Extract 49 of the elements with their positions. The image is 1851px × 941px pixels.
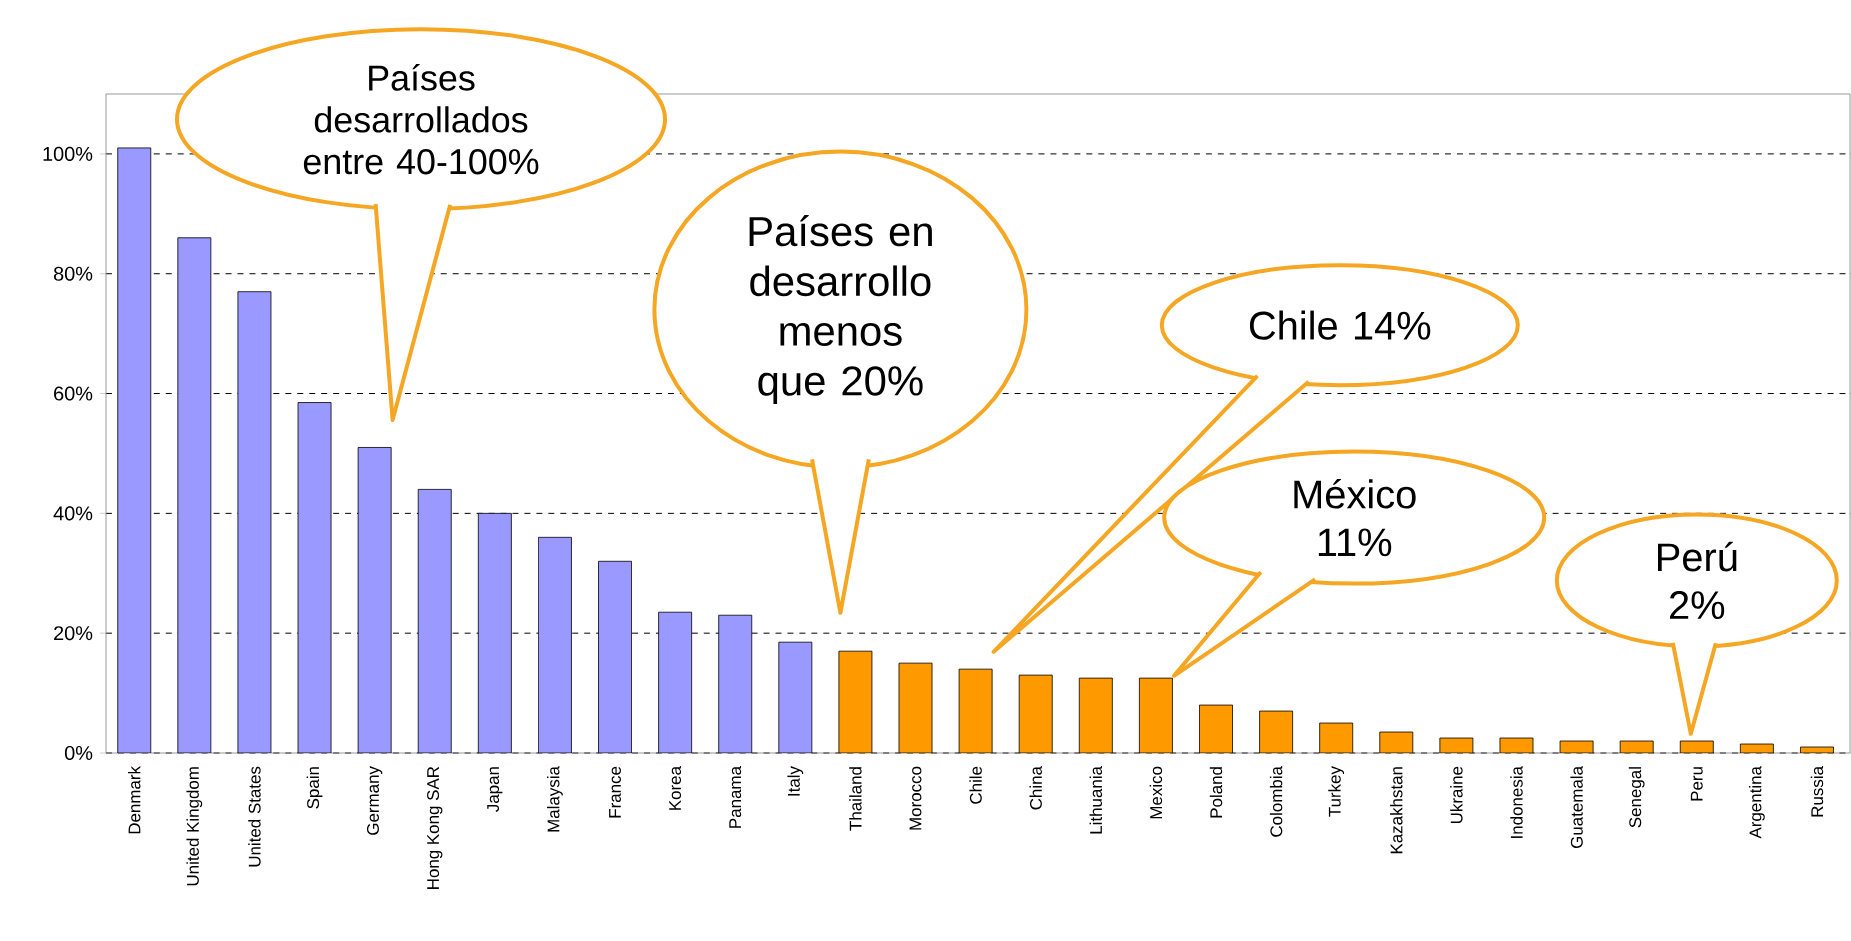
x-tick-label: Ukraine bbox=[1450, 766, 1463, 824]
y-tick-label: 80% bbox=[53, 266, 93, 281]
annotation: México 11% bbox=[1294, 478, 1416, 557]
x-tick-label: Japan bbox=[487, 767, 503, 812]
bar bbox=[117, 147, 152, 753]
y-tick-label: 20% bbox=[54, 626, 93, 641]
annotation: Perú 2% bbox=[1658, 541, 1737, 620]
bar bbox=[177, 237, 212, 753]
x-tick-label: China bbox=[1029, 766, 1042, 810]
y-tick-label: 100% bbox=[43, 146, 93, 161]
x-tick-label: Kazakhstan bbox=[1390, 767, 1403, 854]
x-tick-label: Poland bbox=[1209, 767, 1223, 818]
x-tick-label: Panama bbox=[729, 766, 742, 828]
x-tick-label: Russia bbox=[1810, 766, 1824, 817]
bar bbox=[1018, 674, 1053, 753]
y-tick-label: 40% bbox=[53, 506, 93, 521]
x-tick-label: Guatemala bbox=[1570, 766, 1583, 849]
x-tick-label: Indonesia bbox=[1510, 766, 1523, 838]
bar bbox=[1259, 710, 1294, 753]
y-tick-label: 0% bbox=[64, 745, 93, 761]
x-tick-label: Italy bbox=[787, 766, 804, 796]
bar bbox=[1800, 746, 1834, 753]
x-tick-label: Peru bbox=[1690, 767, 1703, 801]
x-tick-label: Germany bbox=[366, 766, 383, 835]
x-tick-label: United States bbox=[248, 766, 261, 867]
annotation: Países en desarrollo menos que 20% bbox=[749, 215, 932, 405]
x-tick-label: Hong Kong SAR bbox=[427, 766, 443, 889]
x-tick-label: Denmark bbox=[128, 766, 141, 834]
annotation: Países desarrollados entre 40-100% bbox=[303, 63, 539, 175]
bar bbox=[1319, 722, 1354, 753]
x-tick-label: France bbox=[609, 766, 621, 818]
annotation: Chile 14% bbox=[1249, 310, 1431, 340]
x-tick-label: Chile bbox=[969, 766, 982, 804]
x-tick-label: Argentina bbox=[1748, 766, 1765, 839]
x-tick-label: Turkey bbox=[1328, 766, 1345, 817]
x-tick-label: Malaysia bbox=[547, 766, 563, 832]
x-tick-label: Morocco bbox=[909, 766, 922, 830]
bar bbox=[958, 668, 993, 753]
x-tick-label: Spain bbox=[306, 767, 323, 809]
x-tick-label: Colombia bbox=[1269, 766, 1283, 837]
x-tick-label: Korea bbox=[669, 766, 682, 810]
x-tick-label: Lithuania bbox=[1089, 766, 1103, 834]
y-tick-label: 60% bbox=[54, 386, 93, 401]
x-tick-label: United Kingdom bbox=[186, 767, 203, 886]
bar bbox=[898, 662, 933, 753]
x-tick-label: Thailand bbox=[849, 767, 862, 831]
bar bbox=[1199, 704, 1233, 753]
x-tick-label: Mexico bbox=[1149, 766, 1163, 819]
x-tick-label: Senegal bbox=[1628, 767, 1645, 828]
